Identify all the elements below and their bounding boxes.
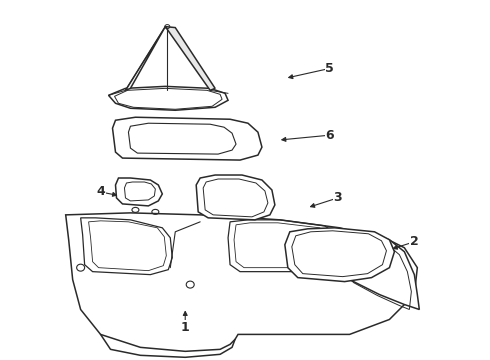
Polygon shape xyxy=(340,232,419,310)
Text: 2: 2 xyxy=(410,235,419,248)
Polygon shape xyxy=(116,178,162,206)
Polygon shape xyxy=(196,175,275,220)
Polygon shape xyxy=(113,117,262,160)
Text: 4: 4 xyxy=(96,185,105,198)
Text: 6: 6 xyxy=(325,129,334,142)
Text: 1: 1 xyxy=(181,321,190,334)
Text: 5: 5 xyxy=(325,62,334,75)
Polygon shape xyxy=(108,86,228,110)
Text: 3: 3 xyxy=(333,192,342,204)
Polygon shape xyxy=(165,27,215,90)
Polygon shape xyxy=(285,228,394,282)
Polygon shape xyxy=(66,213,417,351)
Polygon shape xyxy=(125,27,165,90)
